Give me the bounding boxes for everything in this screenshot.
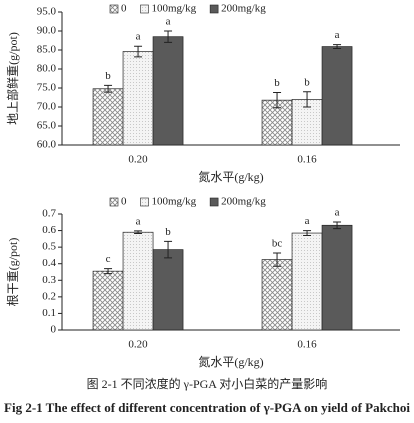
error-bar: [333, 221, 342, 230]
bar: [261, 259, 293, 331]
y-tick-label: 60.0: [37, 139, 57, 151]
bar: [321, 224, 353, 331]
x-axis-label: 氮水平(g/kg): [198, 169, 263, 184]
x-tick-label: 0.20: [128, 339, 148, 351]
significance-label: a: [136, 215, 141, 227]
legend-label: 200mg/kg: [221, 196, 266, 208]
y-tick-label: 0.3: [42, 274, 56, 286]
significance-label: bc: [272, 237, 283, 249]
significance-label: a: [335, 206, 340, 218]
error-bar: [303, 91, 312, 108]
legend-swatch: [140, 4, 149, 14]
y-tick-label: 0.7: [42, 208, 56, 220]
caption-en: Fig 2-1 The effect of different concentr…: [4, 401, 411, 415]
significance-label: a: [166, 16, 171, 28]
significance-label: a: [335, 29, 340, 41]
significance-label: a: [305, 215, 310, 227]
legend-swatch: [209, 197, 219, 207]
legend-label: 100mg/kg: [152, 196, 197, 208]
error-bar: [134, 45, 143, 58]
legend-swatch: [109, 197, 119, 207]
y-tick-label: 80.0: [37, 63, 57, 75]
error-bar: [303, 230, 312, 237]
bar: [122, 51, 154, 146]
y-tick-label: 0.1: [42, 307, 56, 319]
x-axis-label: 氮水平(g/kg): [198, 354, 263, 369]
error-bar: [104, 268, 113, 275]
y-tick-label: 0.4: [42, 257, 56, 269]
legend-swatch: [140, 197, 149, 207]
legend-label: 0: [121, 3, 127, 15]
y-axis-label: 地上部鲜重(g/pot): [5, 32, 20, 125]
error-bar: [273, 92, 282, 109]
y-tick-label: 0: [51, 324, 57, 336]
error-bar: [134, 230, 143, 235]
y-tick-label: 0.6: [42, 224, 56, 236]
significance-label: c: [106, 253, 111, 265]
y-tick-label: 90.0: [37, 25, 57, 37]
bar: [122, 231, 154, 331]
legend-swatch: [209, 4, 219, 14]
y-axis-label: 根干重(g/pot): [6, 238, 20, 307]
bar: [152, 36, 184, 146]
bar: [92, 88, 124, 146]
significance-label: b: [304, 76, 310, 88]
x-tick-label: 0.16: [297, 339, 317, 351]
legend-label: 0: [121, 196, 127, 208]
error-bar: [104, 84, 113, 93]
y-tick-label: 70.0: [37, 101, 57, 113]
error-bar: [333, 44, 342, 49]
error-bar: [273, 252, 282, 267]
y-tick-label: 75.0: [37, 82, 57, 94]
legend-label: 100mg/kg: [152, 3, 197, 15]
bar: [92, 270, 124, 331]
legend-label: 200mg/kg: [221, 3, 266, 15]
bar: [152, 249, 184, 331]
legend-swatch: [109, 4, 119, 14]
bar: [291, 232, 323, 331]
error-bar: [164, 240, 173, 259]
y-tick-label: 0.5: [42, 241, 56, 253]
caption-zh: 图 2-1 不同浓度的 γ-PGA 对小白菜的产量影响: [87, 376, 328, 391]
y-tick-label: 95.0: [37, 6, 57, 18]
y-tick-label: 85.0: [37, 44, 57, 56]
y-tick-label: 0.2: [42, 290, 56, 302]
significance-label: a: [136, 31, 141, 43]
significance-label: b: [165, 226, 171, 238]
x-tick-label: 0.20: [128, 154, 148, 166]
error-bar: [164, 30, 173, 43]
bar: [321, 46, 353, 146]
y-tick-label: 65.0: [37, 120, 57, 132]
x-tick-label: 0.16: [297, 154, 317, 166]
significance-label: b: [105, 70, 111, 82]
significance-label: b: [274, 77, 280, 89]
